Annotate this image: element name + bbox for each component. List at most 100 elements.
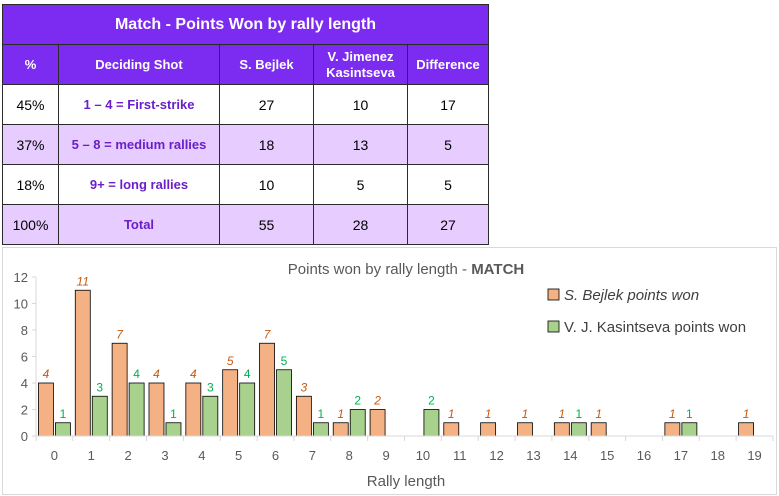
- x-tick-label: 2: [125, 448, 132, 463]
- row-shot: 5 – 8 = medium rallies: [58, 124, 220, 165]
- row-player-a: 27: [219, 84, 314, 125]
- x-tick-label: 0: [51, 448, 58, 463]
- y-tick-label: 6: [21, 350, 28, 365]
- row-difference: 17: [407, 84, 489, 125]
- legend-swatch: [547, 320, 560, 333]
- y-tick-label: 4: [21, 376, 28, 391]
- row-player-a: 55: [219, 204, 314, 245]
- data-label: 1: [448, 407, 455, 421]
- x-tick-label: 16: [637, 448, 651, 463]
- row-difference: 27: [407, 204, 489, 245]
- bar: [332, 422, 349, 437]
- legend: S. Bejlek points won V. J. Kasintseva poi…: [547, 287, 746, 336]
- bar: [239, 382, 256, 437]
- bar: [148, 382, 165, 437]
- data-label: 1: [743, 407, 750, 421]
- x-tick-label: 15: [600, 448, 614, 463]
- x-tick-label: 11: [453, 448, 467, 463]
- x-axis-label: Rally length: [367, 473, 445, 490]
- data-label: 3: [96, 380, 103, 394]
- table-row: 18% 9+ = long rallies 10 5 5: [2, 164, 489, 205]
- data-label: 11: [77, 274, 89, 288]
- row-player-b: 5: [313, 164, 408, 205]
- y-tick-label: 12: [14, 270, 28, 285]
- bar: [259, 342, 275, 437]
- bar: [185, 382, 202, 437]
- x-tick-label: 14: [563, 448, 577, 463]
- bar: [681, 422, 698, 437]
- header-player-b: V. Jimenez Kasintseva: [313, 44, 408, 85]
- data-label: 5: [281, 354, 288, 368]
- y-tick-label: 0: [21, 429, 28, 444]
- row-percent: 18%: [2, 164, 59, 205]
- data-label: 5: [227, 354, 234, 368]
- data-label: 7: [116, 327, 124, 341]
- legend-swatch: [547, 288, 560, 301]
- data-label: 2: [354, 394, 361, 408]
- y-tick-label: 2: [21, 403, 28, 418]
- data-label: 1: [575, 407, 582, 421]
- x-tick-label: 12: [489, 448, 503, 463]
- x-tick-label: 5: [235, 448, 242, 463]
- table-title: Match - Points Won by rally length: [2, 4, 489, 45]
- x-tick-label: 3: [161, 448, 168, 463]
- data-label: 1: [337, 407, 344, 421]
- chart-title-main: Points won by rally length -: [288, 261, 471, 278]
- row-player-b: 28: [313, 204, 408, 245]
- bar: [443, 422, 460, 437]
- data-label: 1: [318, 407, 325, 421]
- row-difference: 5: [407, 124, 489, 165]
- x-tick-label: 10: [416, 448, 430, 463]
- x-tick-label: 18: [710, 448, 724, 463]
- data-label: 4: [190, 367, 197, 381]
- bar: [590, 422, 607, 437]
- data-label: 1: [595, 407, 602, 421]
- row-player-b: 13: [313, 124, 408, 165]
- x-tick-label: 6: [272, 448, 279, 463]
- bar: [423, 409, 440, 437]
- data-label: 1: [522, 407, 529, 421]
- data-label: 4: [244, 367, 251, 381]
- data-label: 1: [686, 407, 693, 421]
- row-shot: 1 – 4 = First-strike: [58, 84, 220, 125]
- bar: [38, 382, 54, 437]
- bar: [517, 422, 533, 437]
- data-label: 3: [207, 380, 214, 394]
- bar: [480, 422, 497, 437]
- row-shot: 9+ = long rallies: [58, 164, 220, 205]
- chart-title: Points won by rally length - MATCH: [288, 261, 524, 278]
- data-label: 7: [264, 327, 272, 341]
- row-percent: 100%: [2, 204, 59, 245]
- bar: [312, 422, 329, 437]
- x-tick-label: 4: [198, 448, 205, 463]
- stats-table: Match - Points Won by rally length % Dec…: [2, 4, 489, 245]
- bar: [738, 422, 754, 437]
- bar: [111, 342, 128, 437]
- row-percent: 45%: [2, 84, 59, 125]
- x-tick-label: 13: [526, 448, 540, 463]
- row-player-b: 10: [313, 84, 408, 125]
- data-label: 2: [373, 394, 381, 408]
- chart-title-bold: MATCH: [471, 261, 524, 278]
- x-tick-label: 8: [346, 448, 353, 463]
- data-label: 1: [669, 407, 676, 421]
- header-player-a: S. Bejlek: [219, 44, 314, 85]
- data-label: 4: [133, 367, 140, 381]
- bar: [570, 422, 587, 437]
- bar: [128, 382, 145, 437]
- legend-label: V. J. Kasintseva points won: [564, 319, 746, 336]
- x-tick-label: 17: [674, 448, 688, 463]
- table-row: 37% 5 – 8 = medium rallies 18 13 5: [2, 124, 489, 165]
- data-label: 1: [558, 407, 565, 421]
- data-label: 3: [301, 380, 308, 394]
- data-label: 1: [170, 407, 177, 421]
- bar: [349, 409, 366, 437]
- x-tick-label: 9: [382, 448, 389, 463]
- header-difference: Difference: [407, 44, 489, 85]
- bar: [664, 422, 681, 437]
- data-label: 4: [153, 367, 160, 381]
- bar: [165, 422, 182, 437]
- table-row: 45% 1 – 4 = First-strike 27 10 17: [2, 84, 489, 125]
